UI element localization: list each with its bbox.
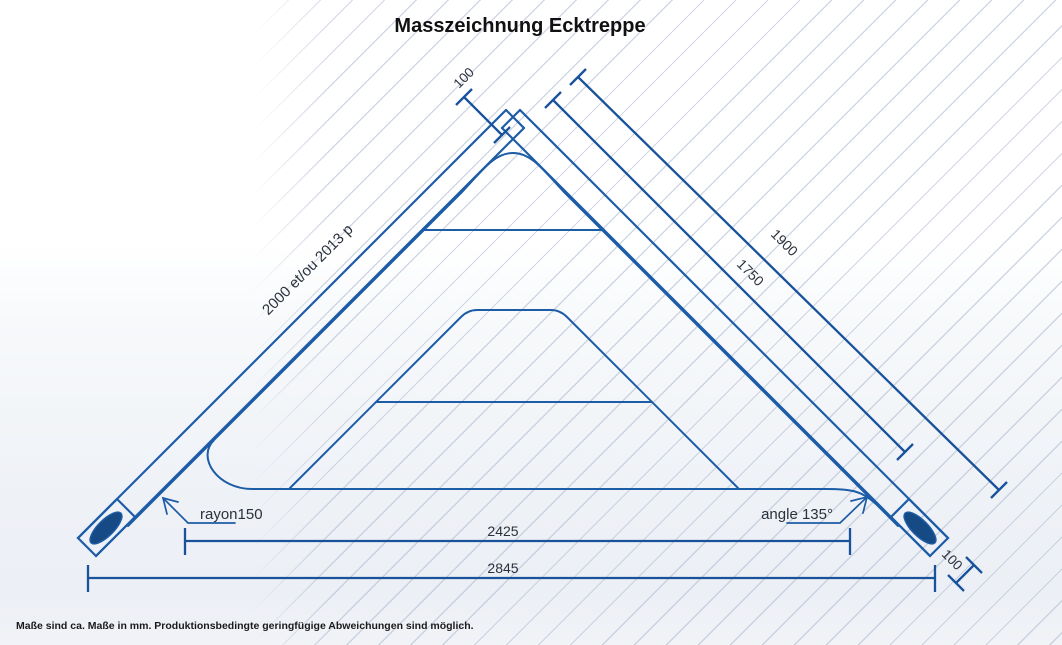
dim-100-top-tick-upper xyxy=(455,88,473,106)
left-stringer-top-cap xyxy=(504,108,526,130)
right-stringer xyxy=(500,108,950,558)
inner-handrail xyxy=(127,151,899,527)
handrail-bottom-rail xyxy=(206,439,877,505)
inner-rail-lower-flight xyxy=(289,309,739,489)
leader-rayon: rayon150 xyxy=(161,496,263,524)
rayon-label: rayon150 xyxy=(200,506,263,523)
inner-handrail-arch-path xyxy=(127,151,899,527)
rayon-leader-line xyxy=(162,497,236,524)
leader-angle: angle 135° xyxy=(761,495,869,524)
page-title: Masszeichnung Ecktreppe xyxy=(394,15,646,37)
right-stringer-top-cap xyxy=(500,108,522,130)
footer-note: Maße sind ca. Maße in mm. Produktionsbed… xyxy=(16,620,474,632)
right-stringer-outer-line xyxy=(518,108,950,540)
dim-2845: 2845 xyxy=(86,560,937,592)
left-stringer-inner-line xyxy=(94,126,526,558)
dim-1750: 1750 xyxy=(544,91,914,461)
dim-1750-tick-bottom xyxy=(896,443,914,461)
dim-1900: 1900 xyxy=(569,68,1008,499)
dim-1900-line xyxy=(577,76,1000,491)
right-stringer-inner-line xyxy=(500,126,932,558)
dim-1900-label: 1900 xyxy=(768,226,801,259)
dim-1900-tick-top xyxy=(569,68,587,86)
angle-arrowhead-icon xyxy=(850,495,869,514)
dim-100-top: 100 xyxy=(451,65,511,144)
dim-100-bottom: 100 xyxy=(939,547,983,592)
left-foot-plate xyxy=(76,497,137,558)
left-foot-slot xyxy=(89,511,123,545)
dim-100-top-line xyxy=(463,96,503,136)
right-foot-plate xyxy=(889,497,950,558)
dim-1750-tick-top xyxy=(544,91,562,109)
dim-2425-label: 2425 xyxy=(487,523,518,539)
dim-100-bottom-tick-left xyxy=(947,574,965,592)
dim-1750-line xyxy=(552,99,906,453)
left-stringer xyxy=(76,108,526,558)
left-flight-length-label: 2000 et/ou 2013 p xyxy=(259,221,357,319)
dim-100-top-tick-lower xyxy=(493,126,511,144)
dim-100-top-label: 100 xyxy=(451,65,478,92)
left-stringer-outer-line xyxy=(76,108,508,540)
rayon-arrowhead-icon xyxy=(161,496,179,515)
dim-100-bottom-label: 100 xyxy=(939,547,966,574)
dim-1900-tick-bottom xyxy=(990,481,1008,499)
dim-100-bottom-line xyxy=(955,564,975,584)
angle-leader-line xyxy=(786,496,868,524)
dim-1750-label: 1750 xyxy=(734,256,767,289)
dim-2845-label: 2845 xyxy=(487,560,518,576)
dim-100-bottom-tick-right xyxy=(965,556,983,574)
right-foot-slot xyxy=(903,511,937,545)
dim-2425: 2425 xyxy=(183,523,852,555)
angle-label: angle 135° xyxy=(761,506,833,523)
